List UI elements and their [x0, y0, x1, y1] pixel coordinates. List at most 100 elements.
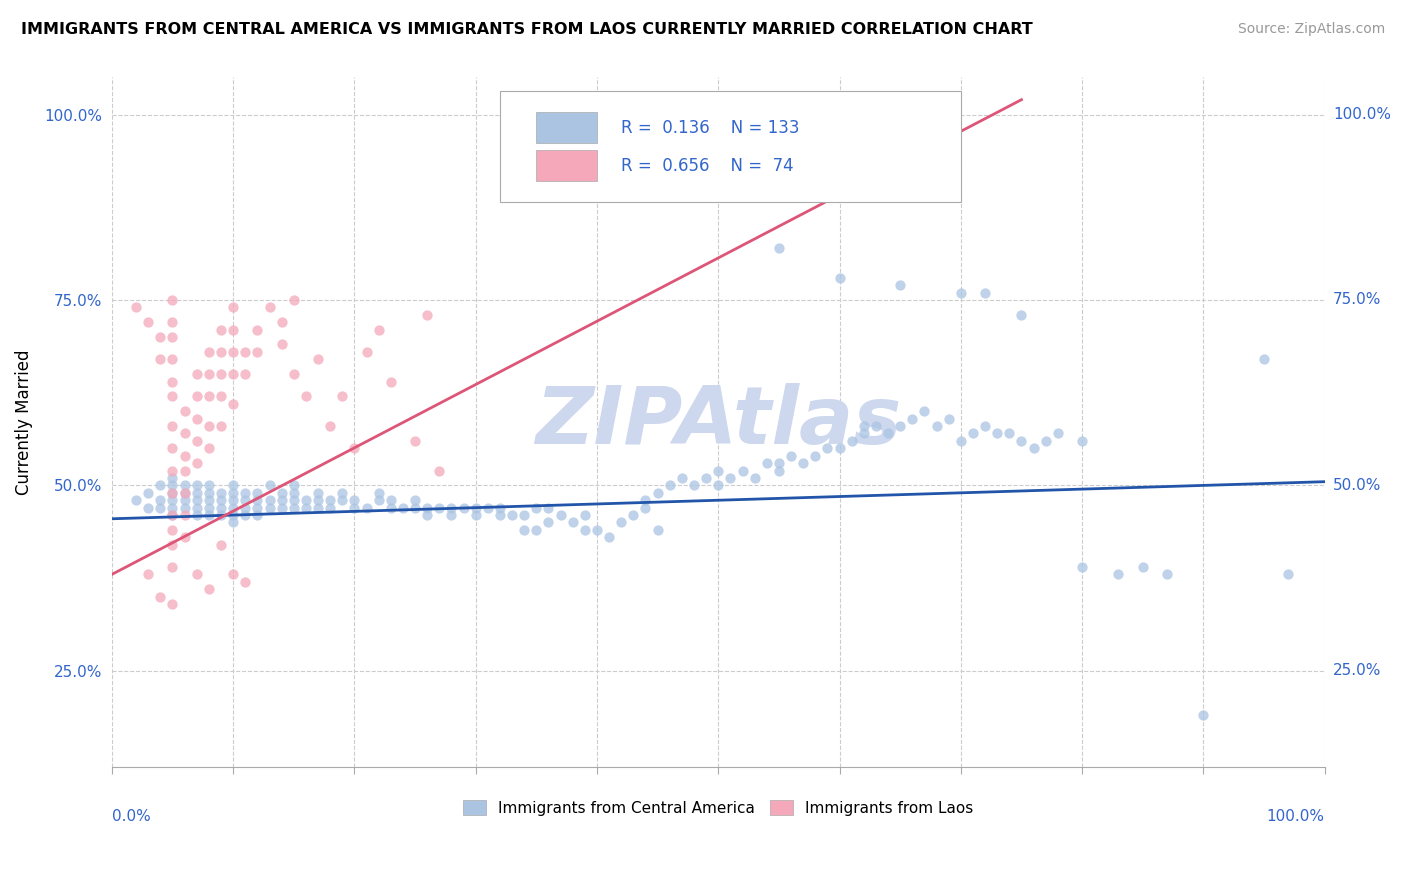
Point	[307, 352, 329, 367]
Point	[307, 485, 329, 500]
Text: 100.0%: 100.0%	[1267, 809, 1324, 823]
Point	[283, 478, 305, 492]
Point	[574, 523, 596, 537]
Point	[136, 315, 159, 329]
Point	[259, 478, 281, 492]
Point	[198, 478, 221, 492]
Point	[1046, 426, 1069, 441]
Point	[259, 500, 281, 515]
Point	[186, 485, 208, 500]
Point	[149, 493, 172, 508]
Point	[186, 567, 208, 582]
Point	[731, 464, 754, 478]
Point	[209, 508, 232, 522]
Point	[149, 500, 172, 515]
Point	[283, 367, 305, 381]
Point	[392, 500, 415, 515]
Point	[186, 508, 208, 522]
Point	[173, 404, 195, 418]
Point	[319, 500, 342, 515]
Point	[173, 485, 195, 500]
Point	[186, 434, 208, 448]
Point	[136, 567, 159, 582]
Point	[186, 411, 208, 425]
Point	[209, 493, 232, 508]
Point	[815, 442, 838, 456]
Point	[246, 323, 269, 337]
Point	[173, 485, 195, 500]
Text: 25.0%: 25.0%	[1333, 664, 1381, 678]
Point	[209, 500, 232, 515]
Point	[574, 508, 596, 522]
Point	[283, 500, 305, 515]
Point	[270, 493, 292, 508]
Point	[1071, 560, 1094, 574]
Point	[768, 464, 790, 478]
Point	[125, 493, 148, 508]
Point	[683, 478, 706, 492]
Point	[149, 330, 172, 344]
Point	[209, 389, 232, 403]
Point	[634, 493, 657, 508]
Point	[246, 493, 269, 508]
Point	[464, 500, 486, 515]
Point	[404, 493, 426, 508]
Point	[707, 478, 730, 492]
Point	[330, 493, 353, 508]
Point	[222, 493, 245, 508]
Point	[162, 419, 184, 434]
Point	[198, 344, 221, 359]
Point	[695, 471, 717, 485]
Point	[718, 471, 741, 485]
Point	[912, 404, 935, 418]
Point	[198, 419, 221, 434]
Point	[1010, 434, 1032, 448]
Point	[222, 567, 245, 582]
Point	[233, 508, 256, 522]
Point	[330, 389, 353, 403]
Point	[283, 485, 305, 500]
Point	[986, 426, 1008, 441]
Point	[209, 419, 232, 434]
FancyBboxPatch shape	[536, 112, 598, 143]
Point	[270, 485, 292, 500]
Point	[283, 293, 305, 307]
Point	[246, 500, 269, 515]
Point	[1192, 708, 1215, 723]
FancyBboxPatch shape	[536, 150, 598, 181]
Point	[149, 478, 172, 492]
Point	[416, 308, 439, 322]
Point	[755, 456, 778, 470]
Point	[367, 323, 389, 337]
Point	[198, 508, 221, 522]
Point	[513, 523, 536, 537]
Point	[477, 500, 499, 515]
Point	[173, 530, 195, 544]
Point	[962, 426, 984, 441]
Point	[707, 464, 730, 478]
Point	[330, 485, 353, 500]
Text: 100.0%: 100.0%	[1333, 107, 1391, 122]
Point	[561, 129, 583, 144]
Point	[489, 500, 512, 515]
Point	[295, 389, 318, 403]
Point	[998, 426, 1021, 441]
Point	[162, 508, 184, 522]
Point	[295, 493, 318, 508]
Point	[222, 344, 245, 359]
Point	[938, 411, 960, 425]
Point	[877, 426, 900, 441]
Point	[186, 478, 208, 492]
Point	[828, 270, 851, 285]
Point	[173, 426, 195, 441]
Point	[270, 500, 292, 515]
Point	[501, 508, 523, 522]
Point	[173, 464, 195, 478]
Point	[1132, 560, 1154, 574]
Point	[222, 323, 245, 337]
Point	[246, 485, 269, 500]
Point	[173, 493, 195, 508]
Point	[949, 434, 972, 448]
Point	[222, 301, 245, 315]
Point	[209, 485, 232, 500]
